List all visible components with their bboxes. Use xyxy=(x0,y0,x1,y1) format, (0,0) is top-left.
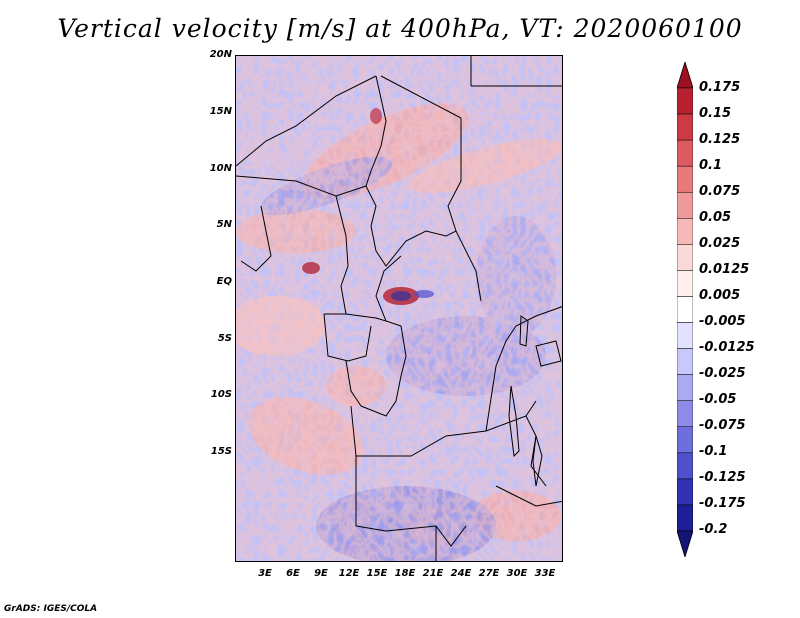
lon-label-27e: 27E xyxy=(478,568,500,579)
colorbar-label: 0.005 xyxy=(699,288,741,303)
map-panel xyxy=(235,55,563,562)
lat-label-20n: 20N xyxy=(209,49,232,60)
colorbar-label: -0.0125 xyxy=(699,340,755,355)
colorbar-box xyxy=(677,113,693,141)
lat-label-10s: 10S xyxy=(210,389,232,400)
colorbar-box xyxy=(677,426,693,454)
colorbar-cap-bottom xyxy=(677,530,693,557)
lakes xyxy=(508,315,562,487)
lon-label-24e: 24E xyxy=(450,568,472,579)
lon-label-18e: 18E xyxy=(394,568,416,579)
colorbar-box xyxy=(677,244,693,271)
colorbar-label: -0.05 xyxy=(699,392,737,407)
colorbar-label: -0.1 xyxy=(699,444,728,459)
lat-label-15s: 15S xyxy=(210,446,232,457)
colorbar-label: -0.125 xyxy=(699,470,746,485)
lat-label-15n: 15N xyxy=(209,106,232,117)
lon-label-21e: 21E xyxy=(422,568,444,579)
lon-label-6e: 6E xyxy=(286,568,300,579)
colorbar-label: 0.15 xyxy=(699,106,732,121)
colorbar-label: 0.1 xyxy=(699,158,723,173)
lon-label-9e: 9E xyxy=(314,568,328,579)
colorbar-box xyxy=(677,218,693,245)
colorbar-label: -0.005 xyxy=(699,314,746,329)
colorbar-box xyxy=(677,165,693,193)
colorbar-label: -0.175 xyxy=(699,496,746,511)
lon-label-15e: 15E xyxy=(366,568,388,579)
colorbar-box xyxy=(677,139,693,167)
grads-credit: GrADS: IGES/COLA xyxy=(4,604,98,614)
lat-label-eq: EQ xyxy=(216,276,232,287)
lon-label-30e: 30E xyxy=(506,568,528,579)
colorbar-label: 0.125 xyxy=(699,132,741,147)
colorbar-box xyxy=(677,504,693,532)
lon-label-3e: 3E xyxy=(258,568,272,579)
colorbar-box xyxy=(677,400,693,428)
colorbar-label: 0.175 xyxy=(699,80,741,95)
lon-label-33e: 33E xyxy=(534,568,556,579)
colorbar-box xyxy=(677,191,693,219)
colorbar-box xyxy=(677,374,693,401)
colorbar-label: 0.05 xyxy=(699,210,732,225)
velocity-field xyxy=(236,56,562,561)
lat-label-5s: 5S xyxy=(217,333,232,344)
colorbar-box xyxy=(677,87,693,115)
colorbar-label: 0.075 xyxy=(699,184,741,199)
lon-label-12e: 12E xyxy=(338,568,360,579)
colorbar-box xyxy=(677,478,693,506)
colorbar-box xyxy=(677,452,693,480)
colorbar-box xyxy=(677,270,693,297)
colorbar-box xyxy=(677,322,693,349)
colorbar-label: -0.025 xyxy=(699,366,746,381)
colorbar-cap-top xyxy=(677,62,693,89)
colorbar-label: -0.2 xyxy=(699,522,728,537)
colorbar-label: 0.0125 xyxy=(699,262,750,277)
lat-label-10n: 10N xyxy=(209,163,232,174)
country-borders xyxy=(236,56,562,561)
colorbar xyxy=(677,62,693,557)
colorbar-label: -0.075 xyxy=(699,418,746,433)
chart-title: Vertical velocity [m/s] at 400hPa, VT: 2… xyxy=(57,14,743,43)
lat-label-5n: 5N xyxy=(216,219,232,230)
convective-cells xyxy=(302,108,434,305)
colorbar-box xyxy=(677,348,693,375)
colorbar-box xyxy=(677,296,693,323)
colorbar-label: 0.025 xyxy=(699,236,741,251)
